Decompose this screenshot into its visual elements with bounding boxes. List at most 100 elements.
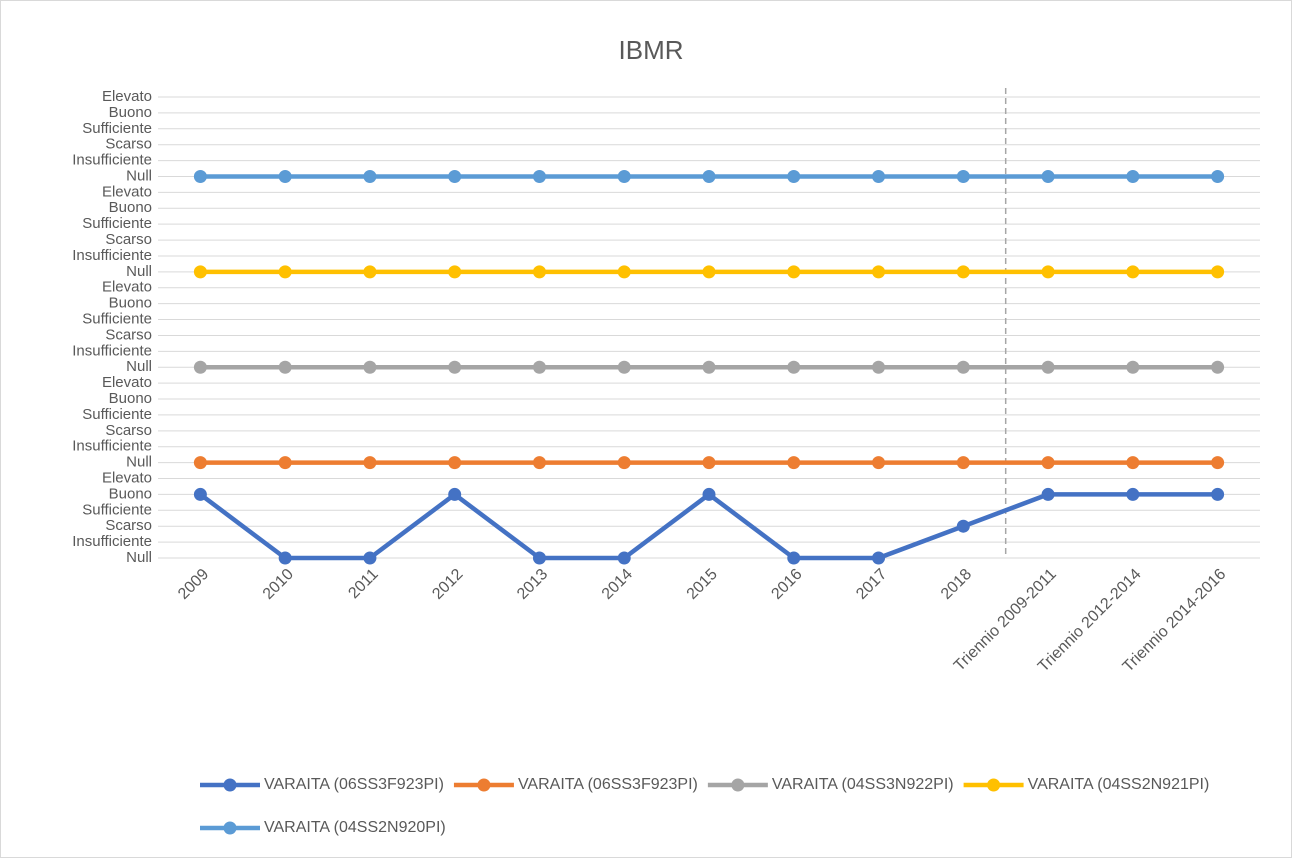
marker <box>956 169 970 183</box>
marker <box>532 456 546 470</box>
marker <box>278 551 292 565</box>
marker <box>872 360 886 374</box>
y-tick-label: Null <box>126 358 152 375</box>
marker <box>787 169 801 183</box>
marker <box>702 265 716 279</box>
y-tick-label: Elevato <box>102 279 152 296</box>
legend-marker <box>987 778 1001 792</box>
y-tick-label: Null <box>126 263 152 280</box>
marker <box>363 169 377 183</box>
y-tick-label: Sufficiente <box>82 311 152 328</box>
y-tick-label: Elevato <box>102 374 152 391</box>
y-tick-label: Null <box>126 167 152 184</box>
marker <box>532 551 546 565</box>
marker <box>363 265 377 279</box>
y-tick-label: Insufficiente <box>72 152 152 169</box>
marker <box>702 169 716 183</box>
legend-marker <box>731 778 745 792</box>
marker <box>363 360 377 374</box>
marker <box>532 169 546 183</box>
marker <box>278 456 292 470</box>
legend-marker <box>223 821 237 835</box>
y-tick-label: Elevato <box>102 469 152 486</box>
marker <box>193 169 207 183</box>
marker <box>617 551 631 565</box>
marker <box>872 169 886 183</box>
marker <box>1126 169 1140 183</box>
y-tick-label: Buono <box>109 295 152 312</box>
y-tick-label: Sufficiente <box>82 501 152 518</box>
marker <box>278 265 292 279</box>
legend-label: VARAITA (04SS3N922PI) <box>772 776 954 793</box>
marker <box>956 519 970 533</box>
y-tick-label: Elevato <box>102 88 152 105</box>
marker <box>956 456 970 470</box>
y-tick-label: Buono <box>109 390 152 407</box>
marker <box>1211 360 1225 374</box>
legend-marker <box>223 778 237 792</box>
marker <box>193 456 207 470</box>
marker <box>1041 169 1055 183</box>
marker <box>617 265 631 279</box>
legend-label: VARAITA (04SS2N921PI) <box>1028 776 1210 793</box>
marker <box>617 456 631 470</box>
marker <box>448 360 462 374</box>
marker <box>363 551 377 565</box>
marker <box>787 265 801 279</box>
marker <box>787 360 801 374</box>
marker <box>1041 456 1055 470</box>
legend-marker <box>477 778 491 792</box>
marker <box>278 169 292 183</box>
marker <box>193 265 207 279</box>
marker <box>702 360 716 374</box>
y-tick-label: Scarso <box>105 517 152 534</box>
marker <box>532 265 546 279</box>
y-tick-label: Sufficiente <box>82 215 152 232</box>
marker <box>1211 456 1225 470</box>
marker <box>702 487 716 501</box>
marker <box>1211 487 1225 501</box>
y-tick-label: Null <box>126 454 152 471</box>
marker <box>193 360 207 374</box>
y-tick-label: Buono <box>109 104 152 121</box>
marker <box>532 360 546 374</box>
legend-label: VARAITA (04SS2N920PI) <box>264 819 446 836</box>
marker <box>448 456 462 470</box>
y-tick-label: Sufficiente <box>82 120 152 137</box>
legend-label: VARAITA (06SS3F923PI) <box>264 776 444 793</box>
legend-label: VARAITA (06SS3F923PI) <box>518 776 698 793</box>
marker <box>448 487 462 501</box>
marker <box>872 265 886 279</box>
y-tick-label: Scarso <box>105 231 152 248</box>
marker <box>1126 456 1140 470</box>
marker <box>1126 360 1140 374</box>
marker <box>956 265 970 279</box>
marker <box>872 551 886 565</box>
marker <box>956 360 970 374</box>
marker <box>1126 487 1140 501</box>
marker <box>278 360 292 374</box>
y-tick-label: Sufficiente <box>82 406 152 423</box>
marker <box>1211 265 1225 279</box>
y-tick-label: Scarso <box>105 422 152 439</box>
marker <box>363 456 377 470</box>
y-tick-label: Insufficiente <box>72 247 152 264</box>
chart-title: IBMR <box>619 35 684 65</box>
marker <box>787 551 801 565</box>
marker <box>617 360 631 374</box>
marker <box>448 169 462 183</box>
y-tick-label: Insufficiente <box>72 438 152 455</box>
y-tick-label: Elevato <box>102 183 152 200</box>
y-tick-label: Scarso <box>105 136 152 153</box>
y-tick-label: Scarso <box>105 326 152 343</box>
marker <box>872 456 886 470</box>
marker <box>702 456 716 470</box>
y-tick-label: Buono <box>109 199 152 216</box>
marker <box>1041 360 1055 374</box>
marker <box>1126 265 1140 279</box>
y-tick-label: Insufficiente <box>72 342 152 359</box>
y-tick-label: Insufficiente <box>72 533 152 550</box>
marker <box>193 487 207 501</box>
